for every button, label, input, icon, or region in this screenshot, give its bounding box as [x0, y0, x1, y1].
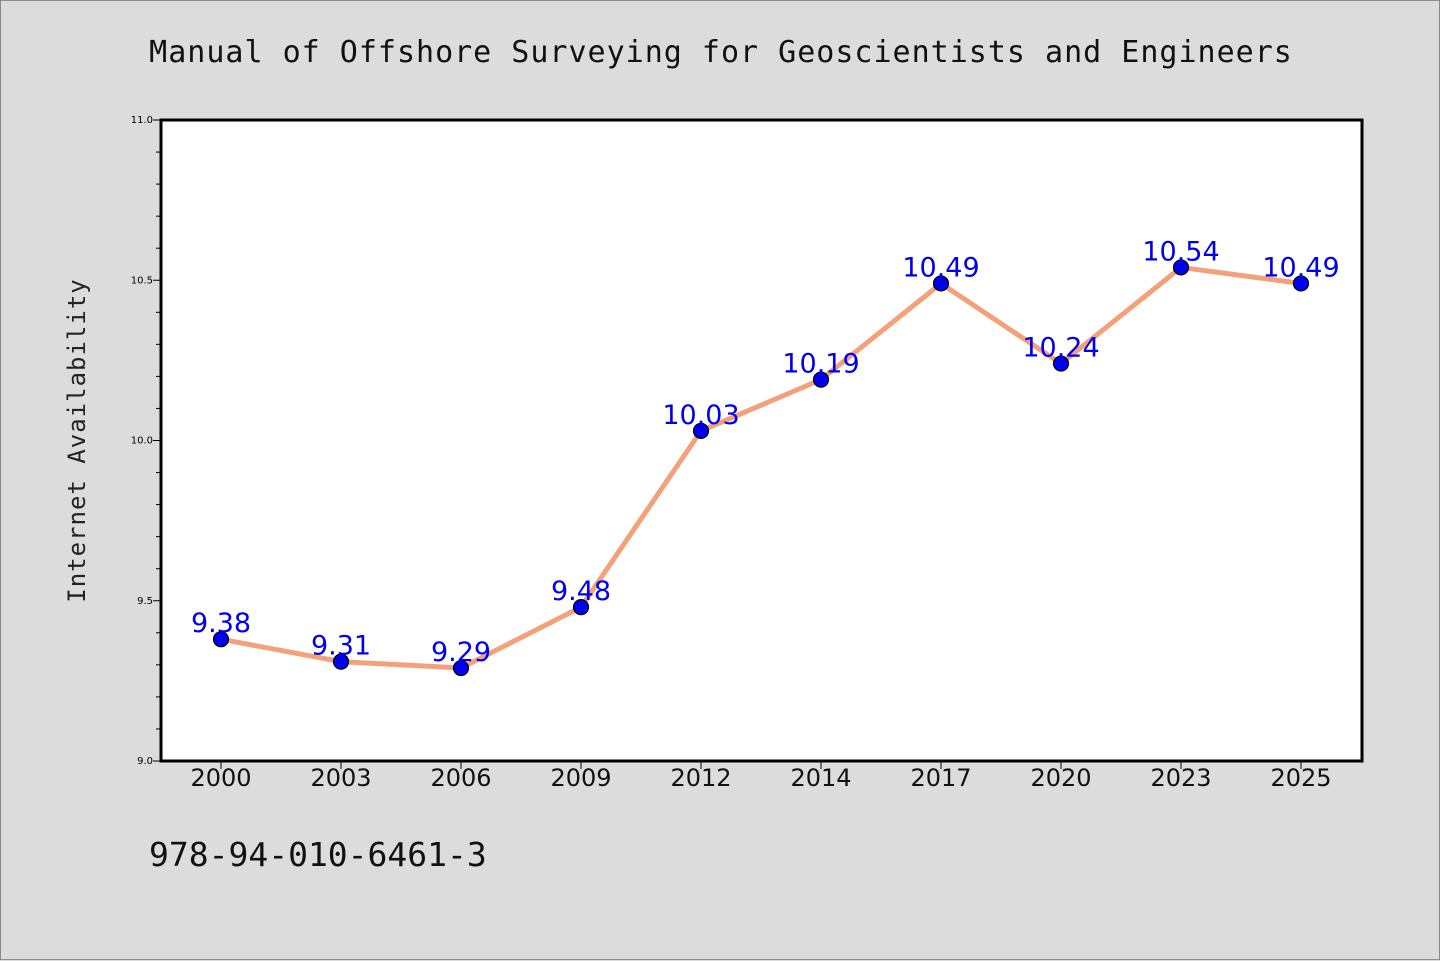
data-label: 10.19	[782, 349, 859, 380]
x-tick-label: 2020	[1030, 764, 1091, 792]
y-tick-label: 11.0	[131, 115, 153, 126]
plot-background	[161, 120, 1362, 761]
y-tick-label: 9.5	[137, 596, 153, 607]
data-label: 10.49	[1262, 252, 1339, 283]
data-point	[932, 275, 950, 292]
chart-title: Manual of Offshore Surveying for Geoscie…	[149, 35, 1293, 70]
data-point	[332, 653, 350, 670]
plot-frame	[159, 118, 1364, 763]
x-tick-label: 2012	[670, 764, 731, 792]
data-label: 10.54	[1142, 236, 1219, 267]
x-tick-label: 2023	[1150, 764, 1211, 792]
x-tick-label: 2017	[910, 764, 971, 792]
x-tick-label: 2025	[1270, 764, 1331, 792]
series-line	[218, 264, 1304, 671]
y-tick-label: 10.5	[131, 275, 153, 286]
x-tick-label: 2000	[190, 764, 251, 792]
data-point	[572, 599, 590, 616]
x-tick-label: 2014	[790, 764, 851, 792]
data-point	[212, 631, 230, 648]
data-point	[812, 371, 830, 388]
data-label: 10.49	[902, 252, 979, 283]
y-axis-label: Internet Availability	[63, 278, 91, 602]
plot-area: 9.0 9.5 10.0 10.5 11.0 2000 2003 2006 2009 2012 20…	[63, 115, 1364, 792]
data-label: 10.03	[662, 400, 739, 431]
data-label: 9.31	[311, 631, 371, 662]
data-point	[452, 659, 470, 677]
data-point	[1172, 259, 1190, 276]
data-point	[1292, 275, 1310, 292]
data-label: 10.24	[1022, 333, 1099, 364]
data-label: 9.29	[431, 637, 491, 668]
x-tick-label: 2006	[430, 764, 491, 792]
y-tick-label: 10.0	[131, 436, 153, 447]
data-point	[1052, 355, 1070, 372]
y-tick-label: 9.0	[137, 756, 153, 767]
x-tick-label: 2003	[310, 764, 371, 792]
data-point	[692, 422, 710, 439]
x-tick-label: 2009	[550, 764, 611, 792]
isbn-label: 978-94-010-6461-3	[149, 835, 487, 874]
data-label: 9.38	[191, 608, 251, 639]
data-label: 9.48	[551, 576, 611, 607]
